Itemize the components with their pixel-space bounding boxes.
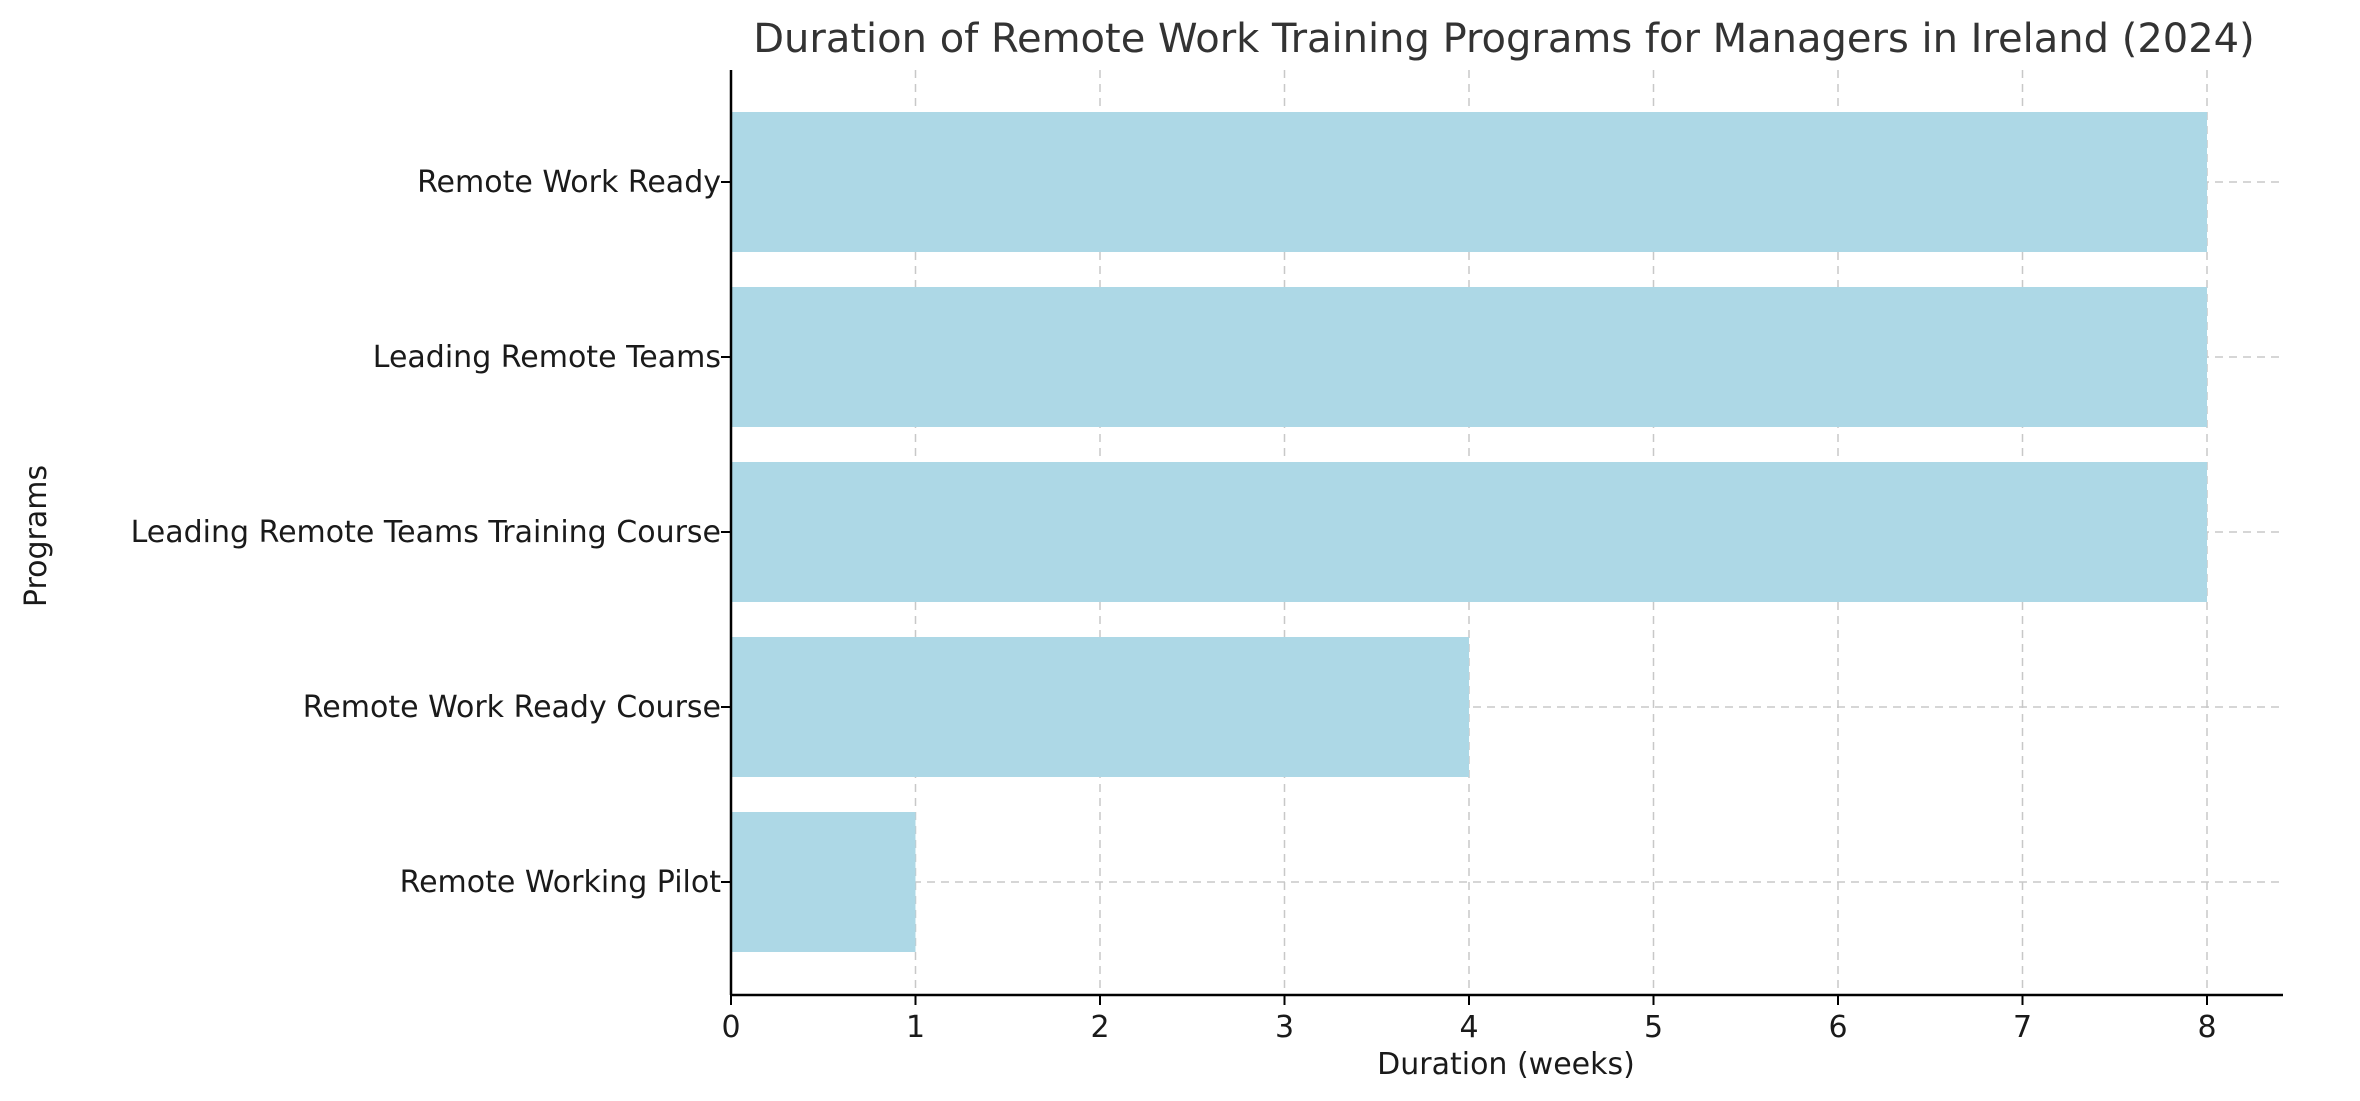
- bar: [731, 637, 1469, 777]
- x-tick-label: 7: [2013, 1010, 2032, 1045]
- x-tick-label: 6: [1828, 1010, 1847, 1045]
- y-tick-label: Leading Remote Teams: [373, 340, 721, 375]
- x-tick-label: 2: [1090, 1010, 1109, 1045]
- bar: [731, 287, 2207, 427]
- y-tick-label: Remote Working Pilot: [400, 865, 722, 900]
- bars: [731, 112, 2207, 952]
- chart-title: Duration of Remote Work Training Program…: [753, 16, 2254, 62]
- y-tick-label: Remote Work Ready Course: [303, 690, 721, 725]
- x-tick-label: 5: [1644, 1010, 1663, 1045]
- y-ticks: Remote Work Ready Leading Remote Teams Lea…: [131, 165, 731, 900]
- y-tick-label: Leading Remote Teams Training Course: [131, 515, 721, 550]
- bar: [731, 112, 2207, 252]
- x-tick-label: 1: [906, 1010, 925, 1045]
- bar: [731, 462, 2207, 602]
- x-ticks: 0 1 2 3 4 5 6 7 8: [721, 995, 2217, 1045]
- x-tick-label: 3: [1275, 1010, 1294, 1045]
- bar: [731, 812, 916, 952]
- x-tick-label: 0: [721, 1010, 740, 1045]
- x-tick-label: 4: [1459, 1010, 1478, 1045]
- y-axis-label: Programs: [19, 465, 54, 607]
- x-tick-label: 8: [2197, 1010, 2216, 1045]
- x-axis-label: Duration (weeks): [1377, 1047, 1635, 1082]
- y-tick-label: Remote Work Ready: [417, 165, 721, 200]
